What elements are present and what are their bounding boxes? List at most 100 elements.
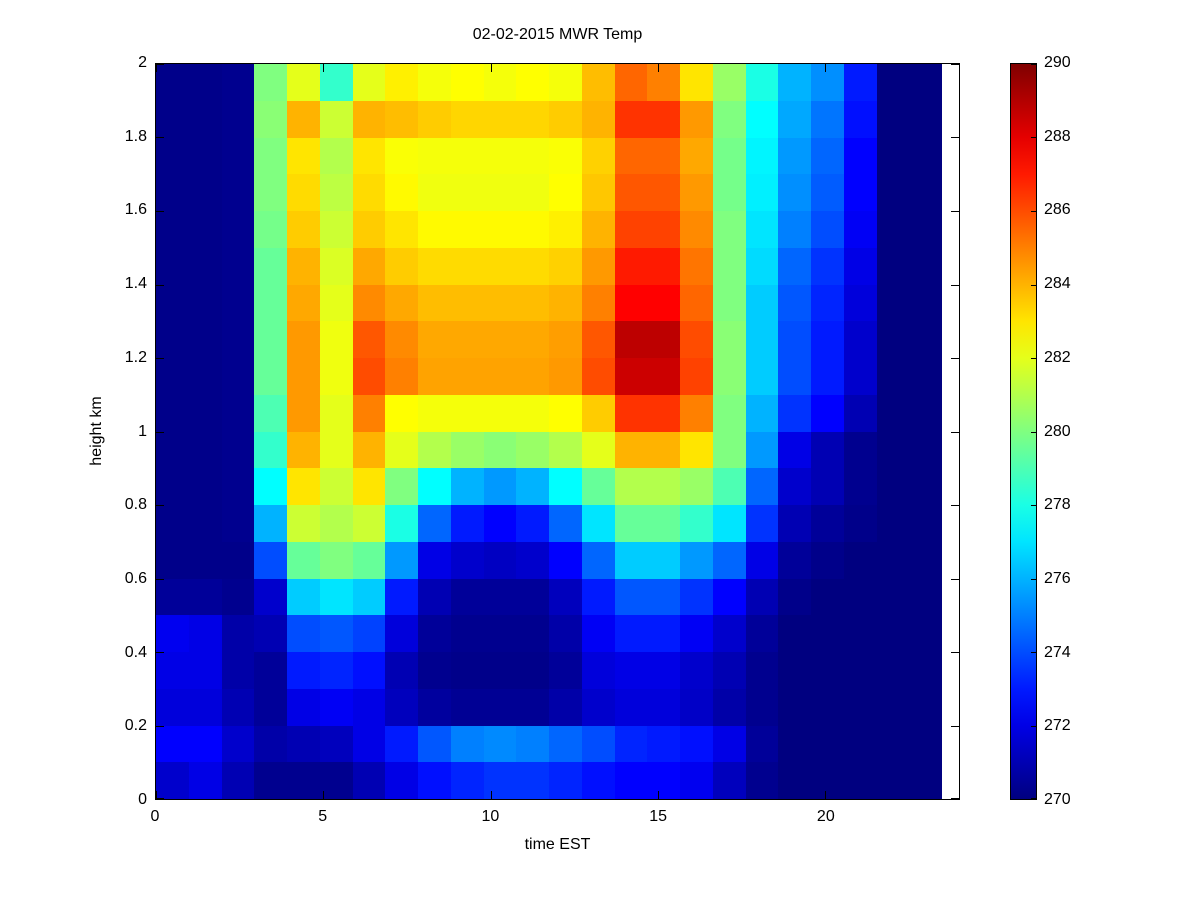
heatmap-cell (254, 431, 288, 469)
heatmap-cell (843, 174, 877, 211)
heatmap-cell (516, 541, 550, 579)
heatmap-cell (188, 652, 222, 689)
heatmap-cell (352, 505, 386, 542)
heatmap-cell (811, 578, 844, 616)
heatmap-cell (221, 394, 255, 432)
heatmap-cell (581, 431, 615, 469)
heatmap-cell (811, 541, 844, 579)
heatmap-cell (909, 358, 943, 395)
y-tick-mark (951, 211, 959, 212)
colorbar-tick-mark (1031, 285, 1036, 286)
colorbar-tick-label: 274 (1044, 643, 1071, 661)
heatmap-cell (909, 100, 943, 138)
heatmap-cell (680, 64, 713, 101)
heatmap-cell (156, 211, 189, 248)
heatmap-cell (450, 615, 484, 652)
heatmap-cell (516, 321, 550, 358)
heatmap-cell (843, 284, 877, 322)
heatmap-cell (778, 615, 812, 652)
heatmap-cell (254, 725, 288, 763)
heatmap-cell (614, 321, 648, 358)
heatmap-cell (680, 137, 713, 175)
heatmap-cell (581, 541, 615, 579)
heatmap-cell (680, 394, 713, 432)
heatmap-cell (385, 578, 419, 616)
heatmap-cell (319, 321, 353, 358)
heatmap-cell (188, 321, 222, 358)
heatmap-cell (745, 688, 779, 726)
heatmap-cell (188, 211, 222, 248)
y-tick-mark (951, 505, 959, 506)
heatmap-cell (156, 358, 189, 395)
heatmap-cell (811, 725, 844, 763)
heatmap-cell (843, 137, 877, 175)
heatmap-cell (319, 247, 353, 285)
heatmap-cell (254, 615, 288, 652)
heatmap-cell (614, 578, 648, 616)
heatmap-cell (745, 394, 779, 432)
heatmap-cell (188, 762, 222, 799)
heatmap-cell (319, 358, 353, 395)
heatmap-cell (811, 64, 844, 101)
heatmap-cell (647, 137, 681, 175)
heatmap-cell (811, 468, 844, 505)
heatmap-cell (254, 174, 288, 211)
colorbar-tick-label: 288 (1044, 127, 1071, 145)
heatmap-cell (876, 100, 910, 138)
heatmap-cell (876, 137, 910, 175)
heatmap-cell (778, 762, 812, 799)
heatmap-cell (680, 211, 713, 248)
heatmap-cell (712, 137, 746, 175)
heatmap-cell (745, 652, 779, 689)
heatmap-cell (680, 505, 713, 542)
heatmap-cell (385, 321, 419, 358)
heatmap-cell (287, 725, 320, 763)
heatmap-cell (811, 358, 844, 395)
heatmap-cell (680, 321, 713, 358)
heatmap-cell (712, 100, 746, 138)
x-tick-label: 15 (649, 808, 668, 825)
heatmap-cell (843, 615, 877, 652)
heatmap-cell (221, 541, 255, 579)
heatmap-cell (909, 652, 943, 689)
heatmap-cell (778, 211, 812, 248)
heatmap-cell (614, 358, 648, 395)
heatmap-cell (745, 64, 779, 101)
heatmap-cell (516, 174, 550, 211)
heatmap-cell (712, 284, 746, 322)
heatmap-cell (647, 64, 681, 101)
heatmap-cell (221, 652, 255, 689)
heatmap-cell (516, 615, 550, 652)
heatmap-cell (778, 100, 812, 138)
heatmap-cell (483, 505, 517, 542)
heatmap-cell (647, 652, 681, 689)
heatmap-cell (450, 431, 484, 469)
heatmap-cell (909, 468, 943, 505)
heatmap-cell (156, 137, 189, 175)
heatmap-cell (516, 64, 550, 101)
colorbar (1010, 63, 1037, 800)
heatmap-cell (581, 578, 615, 616)
heatmap-cell (418, 247, 451, 285)
heatmap-cell (385, 247, 419, 285)
heatmap-cell (221, 358, 255, 395)
heatmap-cell (876, 64, 910, 101)
heatmap-cell (811, 211, 844, 248)
y-tick-label: 1.4 (124, 275, 147, 293)
heatmap-cell (745, 505, 779, 542)
heatmap-cell (516, 688, 550, 726)
heatmap-cell (909, 174, 943, 211)
heatmap-cell (614, 505, 648, 542)
heatmap-cell (811, 431, 844, 469)
heatmap-cell (385, 358, 419, 395)
heatmap-cell (188, 431, 222, 469)
y-tick-mark (951, 798, 959, 799)
heatmap-cell (614, 615, 648, 652)
heatmap-cell (254, 100, 288, 138)
x-tick-mark (491, 791, 492, 799)
heatmap-cell (385, 431, 419, 469)
colorbar-tick-label: 286 (1044, 201, 1071, 219)
heatmap-cell (712, 431, 746, 469)
heatmap-cell (876, 247, 910, 285)
